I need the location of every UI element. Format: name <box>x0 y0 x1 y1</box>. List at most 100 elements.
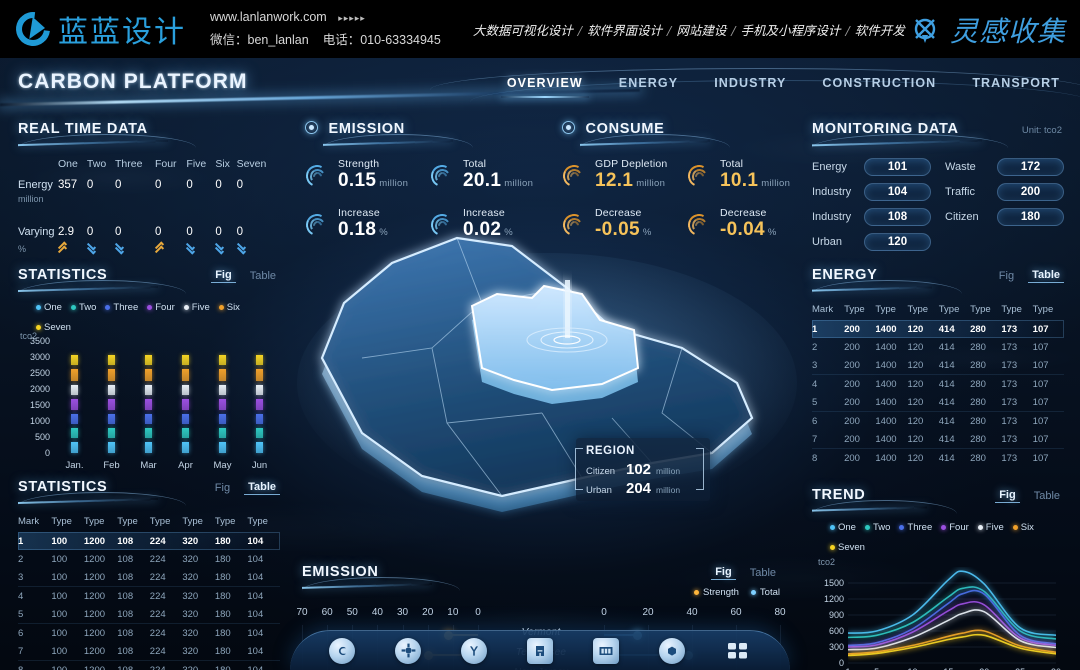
table-row[interactable]: 6 200 1400 120 414 280 173 107 <box>812 412 1064 431</box>
recycle-icon[interactable] <box>461 637 487 664</box>
cloud-icon[interactable] <box>329 637 355 664</box>
bar-segment <box>145 399 152 410</box>
hexagon-icon[interactable] <box>659 637 685 664</box>
bar-segment <box>182 399 189 410</box>
kpi-value: 10.1 <box>720 170 759 191</box>
table-row[interactable]: 5 100 1200 108 224 320 180 104 <box>18 605 280 624</box>
cell: 173 <box>1001 452 1018 464</box>
trend-line-four <box>847 600 1057 648</box>
factory-icon[interactable] <box>395 637 421 664</box>
cell: 200 <box>844 378 860 390</box>
bar-segment <box>182 354 189 366</box>
cell: 1400 <box>875 430 908 449</box>
nav-item-overview[interactable]: OVERVIEW <box>500 76 589 98</box>
cell: 280 <box>970 356 1002 375</box>
cell: 8 <box>18 664 24 670</box>
toggle-fig[interactable]: Fig <box>214 481 231 494</box>
promo-website[interactable]: www.lanlanwork.com <box>210 10 327 24</box>
grid-icon[interactable] <box>725 638 751 664</box>
cell: 0 <box>215 226 222 238</box>
y-axis-label: tco2 <box>20 331 38 341</box>
monitoring-unit: Unit: tco2 <box>1021 125 1062 136</box>
bar-segment <box>182 369 189 381</box>
toggle-table[interactable]: Table <box>749 566 776 579</box>
kpi-label: Total <box>720 158 744 170</box>
bar-column[interactable] <box>64 341 86 453</box>
nav-item-transport[interactable]: TRANSPORT <box>972 76 1060 90</box>
bar-segment <box>256 413 263 424</box>
toggle-table[interactable]: Table <box>1033 489 1060 502</box>
region-tooltip-row: Citizen 102 million <box>586 461 700 478</box>
page-title: CARBON PLATFORM <box>18 70 248 93</box>
table-row[interactable]: 4 200 1400 120 414 280 173 107 <box>812 375 1064 394</box>
table-row[interactable]: 6 100 1200 108 224 320 180 104 <box>18 624 280 643</box>
legend-item: Strength <box>694 587 739 598</box>
toggle-fig[interactable]: Fig <box>711 565 736 580</box>
table-row[interactable]: 3 100 1200 108 224 320 180 104 <box>18 568 280 587</box>
table-row[interactable]: 7 100 1200 108 224 320 180 104 <box>18 642 280 661</box>
monitoring-row: Waste 172 <box>945 158 1064 176</box>
kpi-unit: million <box>636 178 666 189</box>
kpi-label: Strength <box>338 158 380 170</box>
toggle-fig[interactable]: Fig <box>998 269 1015 282</box>
tooltip-urban-value: 204 <box>626 480 652 497</box>
nav-item-energy[interactable]: ENERGY <box>618 76 679 90</box>
kpi-total: Total 10.1 million <box>685 158 812 195</box>
column-header: Type <box>117 516 138 527</box>
bar-column[interactable] <box>138 341 160 453</box>
nav-item-industry[interactable]: INDUSTRY <box>714 76 787 90</box>
cell: 320 <box>182 605 215 624</box>
row-unit-energy: million <box>18 194 44 204</box>
table-row[interactable]: 8 100 1200 108 224 320 180 104 <box>18 661 280 670</box>
building-icon[interactable] <box>527 637 553 664</box>
cell: 108 <box>117 605 150 624</box>
x-tick: May <box>213 460 232 471</box>
toggle-fig[interactable]: Fig <box>211 268 236 283</box>
cell: 224 <box>149 590 166 602</box>
cell: 224 <box>149 664 166 670</box>
cell: 120 <box>907 415 924 427</box>
bar-segment <box>71 369 78 381</box>
bar-column[interactable] <box>212 341 234 453</box>
table-row[interactable]: 2 100 1200 108 224 320 180 104 <box>18 550 280 568</box>
cell: 1400 <box>875 415 897 427</box>
y-tick: 2000 <box>29 384 50 394</box>
toggle-table[interactable]: Table <box>249 269 276 282</box>
table-row[interactable]: 8 200 1400 120 414 280 173 107 <box>812 449 1064 468</box>
cell: 107 <box>1032 452 1049 464</box>
cell: 0 <box>215 179 222 191</box>
table-row[interactable]: 7 200 1400 120 414 280 173 107 <box>812 430 1064 449</box>
region-map[interactable]: REGION Citizen 102 million Urban 204 mil… <box>282 208 802 558</box>
cell: 100 <box>51 642 84 661</box>
bar-segment <box>219 427 226 439</box>
legend-item: Five <box>183 302 210 313</box>
table-row[interactable]: 3 200 1400 120 414 280 173 107 <box>812 356 1064 375</box>
bar-column[interactable] <box>249 341 271 453</box>
toggle-table[interactable]: Table <box>244 480 280 495</box>
table-row[interactable]: 1 200 1400 120 414 280 173 107 <box>812 320 1064 338</box>
cell: 280 <box>970 415 986 427</box>
table-row[interactable]: 5 200 1400 120 414 280 173 107 <box>812 393 1064 412</box>
chart-icon[interactable] <box>593 637 619 664</box>
cell: 107 <box>1032 323 1049 335</box>
fig-table-toggle: Fig Table <box>211 268 280 283</box>
table-row[interactable]: 1 100 1200 108 224 320 180 104 <box>18 532 280 550</box>
bar-column[interactable] <box>101 341 123 453</box>
table-row[interactable]: 4 100 1200 108 224 320 180 104 <box>18 587 280 606</box>
toggle-table[interactable]: Table <box>1028 268 1064 283</box>
kpi-value: 0.18 <box>338 219 377 240</box>
cell: 173 <box>1001 430 1033 449</box>
bar-column[interactable] <box>175 341 197 453</box>
x-tick: 15 <box>943 667 953 670</box>
trend-up-icon <box>154 241 166 255</box>
table-row[interactable]: 2 200 1400 120 414 280 173 107 <box>812 338 1064 356</box>
bar-segment <box>219 369 226 381</box>
panel-header: EMISSION Fig Table <box>302 563 780 589</box>
bar-segment <box>71 442 78 453</box>
toggle-fig[interactable]: Fig <box>995 488 1020 503</box>
y-tick: 1200 <box>823 594 844 604</box>
cell: 100 <box>51 568 84 587</box>
linggan-brand: 灵感收集 <box>908 10 1066 50</box>
kpi-unit: % <box>379 227 388 238</box>
nav-item-construction[interactable]: CONSTRUCTION <box>822 76 937 90</box>
